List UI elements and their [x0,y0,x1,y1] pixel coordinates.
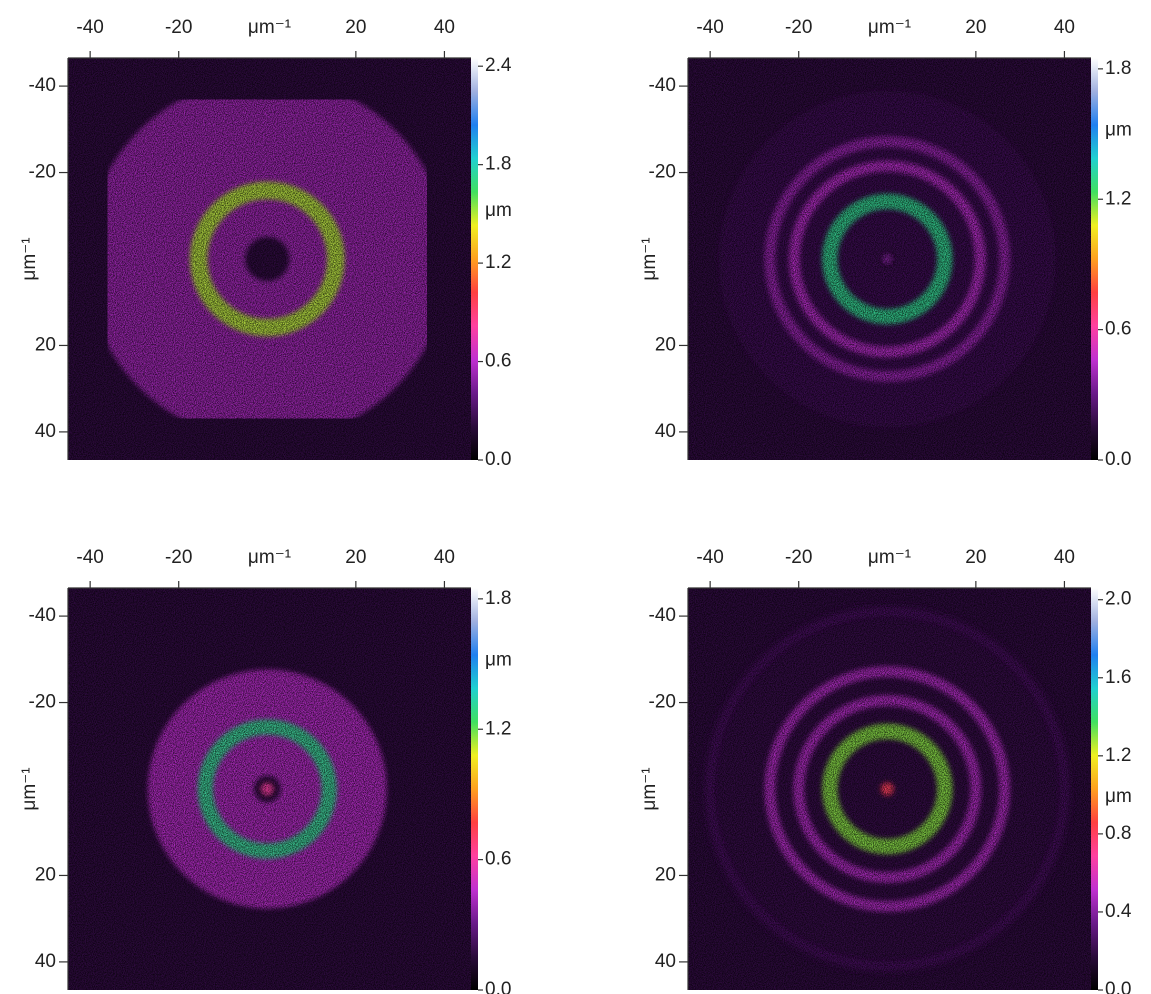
x-tick-label: -20 [785,547,812,568]
image [68,588,471,990]
y-tick-label: -20 [649,162,676,183]
x-tick-label: 20 [965,17,986,38]
colorbar [471,58,478,460]
y-tick-label: 20 [655,334,676,355]
panel: -40 -20 20 40 μm⁻¹ -40 -20 20 40 μm⁻¹ 0.0 0.6 1.2 1.8… [639,17,1132,470]
x-tick-label: 40 [1054,17,1075,38]
colorbar-tick-label: 0.4 [1105,901,1132,922]
x-tick-label: 40 [434,547,455,568]
y-tick-label: -20 [29,162,56,183]
x-axis-label: μm⁻¹ [248,547,291,568]
panel: -40 -20 20 40 μm⁻¹ -40 -20 20 40 μm⁻¹ 0.0 0.4 0.8 1.2… [639,547,1132,994]
y-axis-label: μm⁻¹ [19,767,40,810]
colorbar [471,588,478,990]
x-tick-label: -40 [696,547,723,568]
y-tick-label: 40 [35,421,56,442]
x-axis-label: μm⁻¹ [868,547,911,568]
colorbar-label: μm [485,200,512,221]
y-tick-label: -20 [29,692,56,713]
x-tick-label: 20 [345,17,366,38]
colorbar-tick-label: 2.4 [485,55,512,76]
x-tick-label: -40 [76,547,103,568]
colorbar-tick-label: 0.6 [485,849,511,870]
colorbar-tick-label: 0.0 [1105,979,1131,994]
x-tick-label: -20 [165,547,192,568]
noise [688,588,1091,990]
x-axis-label: μm⁻¹ [248,17,291,38]
y-tick-label: 40 [655,421,676,442]
y-axis-label: μm⁻¹ [639,237,660,280]
colorbar-tick-label: 0.0 [485,979,511,994]
panel: -40 -20 20 40 μm⁻¹ -40 -20 20 40 μm⁻¹ 0.0 0.6 1.2 1.8… [19,547,512,994]
noise [688,58,1091,460]
colorbar-label: μm [485,649,512,670]
x-tick-label: -40 [696,17,723,38]
colorbar-label: μm [1105,786,1132,807]
panel: -40 -20 20 40 μm⁻¹ -40 -20 20 40 μm⁻¹ 0.0 0.6 1.2 1.8… [19,17,512,470]
y-tick-label: 20 [655,864,676,885]
x-tick-label: -40 [76,17,103,38]
y-tick-label: -40 [29,75,56,96]
x-tick-label: 20 [965,547,986,568]
colorbar-tick-label: 1.8 [485,154,511,175]
colorbar-tick-label: 1.2 [485,718,511,739]
x-tick-label: -20 [785,17,812,38]
y-tick-label: -20 [649,692,676,713]
colorbar-tick-label: 0.0 [485,449,511,470]
image [68,58,471,460]
colorbar-tick-label: 1.8 [1105,58,1131,79]
image [688,58,1091,460]
colorbar [1091,58,1098,460]
colorbar-tick-label: 2.0 [1105,589,1131,610]
image [688,588,1091,990]
colorbar-tick-label: 1.2 [485,252,511,273]
colorbar-tick-label: 1.6 [1105,667,1131,688]
y-tick-label: 20 [35,334,56,355]
colorbar-tick-label: 1.2 [1105,188,1131,209]
x-tick-label: 20 [345,547,366,568]
y-tick-label: 40 [35,951,56,972]
colorbar-label: μm [1105,119,1132,140]
colorbar-tick-label: 0.6 [485,351,511,372]
colorbar-tick-label: 0.6 [1105,319,1131,340]
y-tick-label: -40 [649,75,676,96]
x-axis-label: μm⁻¹ [868,17,911,38]
y-tick-label: -40 [649,605,676,626]
x-tick-label: 40 [1054,547,1075,568]
y-tick-label: 40 [655,951,676,972]
x-tick-label: -20 [165,17,192,38]
y-tick-label: 20 [35,864,56,885]
colorbar [1091,588,1098,990]
colorbar-tick-label: 1.2 [1105,745,1131,766]
colorbar-tick-label: 1.8 [485,588,511,609]
y-tick-label: -40 [29,605,56,626]
noise [68,58,471,460]
x-tick-label: 40 [434,17,455,38]
colorbar-tick-label: 0.0 [1105,449,1131,470]
colorbar-tick-label: 0.8 [1105,823,1131,844]
noise [68,588,471,990]
y-axis-label: μm⁻¹ [639,767,660,810]
y-axis-label: μm⁻¹ [19,237,40,280]
